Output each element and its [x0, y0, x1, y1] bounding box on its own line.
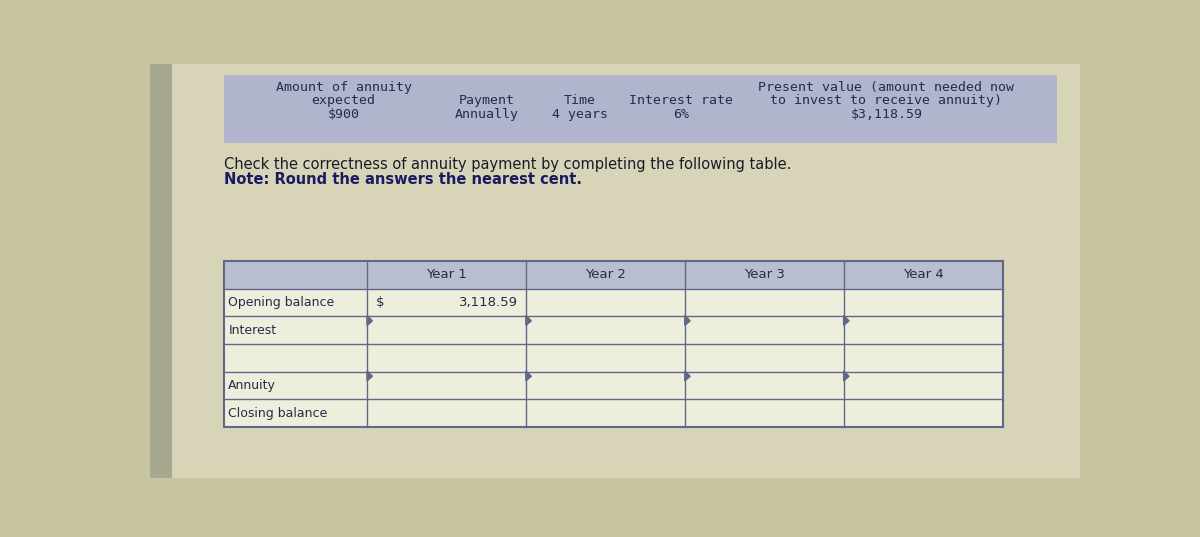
Bar [223, 400, 1002, 427]
Text: expected: expected [312, 93, 376, 107]
Bar [223, 344, 1002, 372]
Bar [223, 316, 1002, 344]
Text: 6%: 6% [673, 107, 689, 121]
Text: Annuity: Annuity [228, 379, 276, 392]
Text: 4 years: 4 years [552, 107, 608, 121]
Bar [223, 288, 1002, 316]
Text: to invest to receive annuity): to invest to receive annuity) [770, 93, 1002, 107]
Text: Check the correctness of annuity payment by completing the following table.: Check the correctness of annuity payment… [223, 157, 791, 172]
Bar [223, 261, 1002, 427]
Text: Payment: Payment [460, 93, 515, 107]
Text: Opening balance: Opening balance [228, 296, 335, 309]
Text: Annually: Annually [455, 107, 520, 121]
Text: Year 3: Year 3 [744, 268, 785, 281]
Text: Present value (amount needed now: Present value (amount needed now [758, 82, 1014, 95]
Text: Year 2: Year 2 [584, 268, 625, 281]
Polygon shape [526, 315, 532, 325]
Polygon shape [685, 315, 690, 325]
Polygon shape [685, 371, 690, 381]
Text: Time: Time [564, 93, 596, 107]
Polygon shape [844, 315, 850, 325]
Text: Interest: Interest [228, 324, 276, 337]
Text: Amount of annuity: Amount of annuity [276, 82, 412, 95]
Text: $3,118.59: $3,118.59 [851, 107, 923, 121]
Text: Note: Round the answers the nearest cent.: Note: Round the answers the nearest cent… [223, 172, 582, 187]
Polygon shape [844, 371, 850, 381]
Polygon shape [526, 371, 532, 381]
Text: $900: $900 [328, 107, 360, 121]
Polygon shape [367, 315, 372, 325]
Bar [150, 64, 172, 478]
Bar [223, 75, 1057, 143]
Bar [223, 372, 1002, 400]
Text: Closing balance: Closing balance [228, 407, 328, 420]
Text: $: $ [377, 296, 385, 309]
Bar [223, 261, 1002, 288]
Text: Year 4: Year 4 [902, 268, 943, 281]
Polygon shape [367, 371, 372, 381]
Text: Interest rate: Interest rate [629, 93, 733, 107]
Text: 3,118.59: 3,118.59 [460, 296, 518, 309]
Text: Year 1: Year 1 [426, 268, 467, 281]
